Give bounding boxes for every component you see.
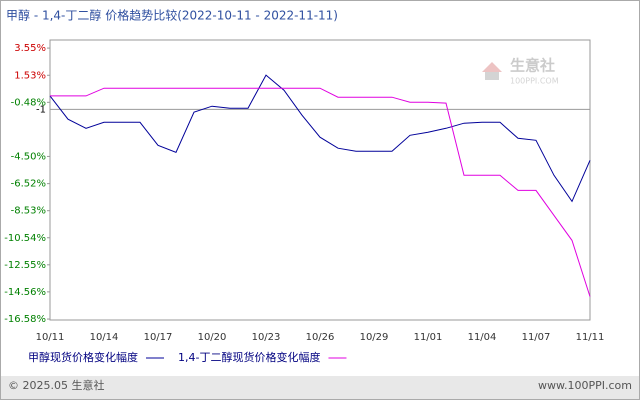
watermark-site: 100PPI.COM — [510, 77, 559, 86]
y-tick-label: -6.52% — [11, 179, 46, 190]
plot-area — [49, 39, 591, 321]
x-tick-label: 11/07 — [522, 332, 551, 343]
x-tick-label: 10/29 — [360, 332, 389, 343]
y-tick-label: -4.50% — [11, 151, 46, 162]
x-tick-label: 10/20 — [198, 332, 227, 343]
reference-label: -1 — [36, 104, 46, 115]
footer-band — [1, 376, 639, 399]
footer-left: © 2025.05 生意社 — [8, 378, 104, 392]
watermark-name: 生意社 — [510, 57, 555, 75]
legend-label: 甲醇现货价格变化幅度 — [28, 350, 138, 364]
x-tick-label: 10/14 — [90, 332, 119, 343]
y-tick-label: -14.56% — [4, 287, 46, 298]
watermark-logo — [482, 62, 502, 72]
y-tick-label: 3.55% — [14, 43, 46, 54]
watermark: 生意社 100PPI.COM — [482, 57, 559, 86]
x-tick-label: 10/11 — [36, 332, 65, 343]
x-tick-label: 10/17 — [144, 332, 173, 343]
y-tick-label: -16.58% — [4, 314, 46, 325]
legend-label: 1,4-丁二醇现货价格变化幅度 — [178, 350, 320, 364]
y-tick-label: -0.48% — [11, 97, 46, 108]
series-line — [49, 74, 591, 203]
y-tick-label: -8.53% — [11, 206, 46, 217]
y-tick-label: -12.55% — [4, 260, 46, 271]
x-tick-label: 10/26 — [306, 332, 335, 343]
y-tick-label: -10.54% — [4, 233, 46, 244]
x-tick-label: 11/04 — [468, 332, 497, 343]
y-tick-label: 1.53% — [14, 70, 46, 81]
chart-title: 甲醇 - 1,4-丁二醇 价格趋势比较(2022-10-11 - 2022-11… — [6, 8, 338, 23]
series-line — [50, 87, 591, 297]
x-tick-label: 11/01 — [414, 332, 443, 343]
x-tick-label: 11/11 — [576, 332, 605, 343]
footer-right: www.100PPI.com — [538, 379, 632, 392]
x-tick-label: 10/23 — [252, 332, 281, 343]
watermark-logo-base — [485, 72, 499, 80]
